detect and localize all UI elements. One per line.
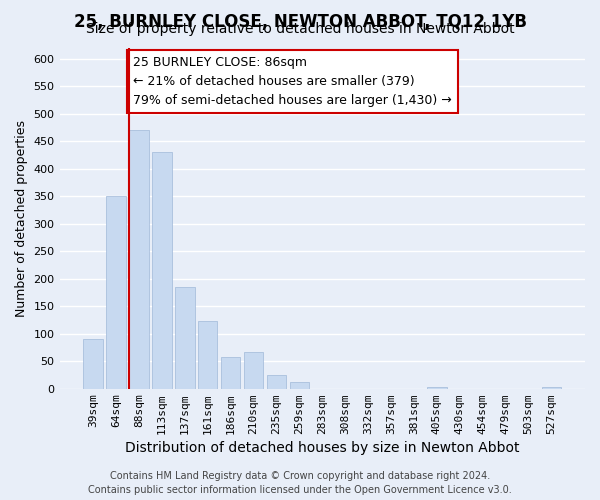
X-axis label: Distribution of detached houses by size in Newton Abbot: Distribution of detached houses by size … bbox=[125, 441, 520, 455]
Bar bbox=[221, 358, 241, 388]
Y-axis label: Number of detached properties: Number of detached properties bbox=[15, 120, 28, 316]
Bar bbox=[198, 321, 217, 388]
Text: Size of property relative to detached houses in Newton Abbot: Size of property relative to detached ho… bbox=[86, 22, 514, 36]
Bar bbox=[129, 130, 149, 388]
Bar bbox=[290, 382, 309, 388]
Bar bbox=[542, 387, 561, 388]
Bar bbox=[175, 287, 194, 388]
Bar bbox=[106, 196, 126, 388]
Bar bbox=[267, 375, 286, 388]
Text: 25 BURNLEY CLOSE: 86sqm
← 21% of detached houses are smaller (379)
79% of semi-d: 25 BURNLEY CLOSE: 86sqm ← 21% of detache… bbox=[133, 56, 452, 107]
Bar bbox=[244, 352, 263, 389]
Bar bbox=[83, 339, 103, 388]
Text: 25, BURNLEY CLOSE, NEWTON ABBOT, TQ12 1YB: 25, BURNLEY CLOSE, NEWTON ABBOT, TQ12 1Y… bbox=[74, 12, 527, 30]
Bar bbox=[152, 152, 172, 388]
Text: Contains HM Land Registry data © Crown copyright and database right 2024.
Contai: Contains HM Land Registry data © Crown c… bbox=[88, 471, 512, 495]
Bar bbox=[427, 387, 446, 388]
